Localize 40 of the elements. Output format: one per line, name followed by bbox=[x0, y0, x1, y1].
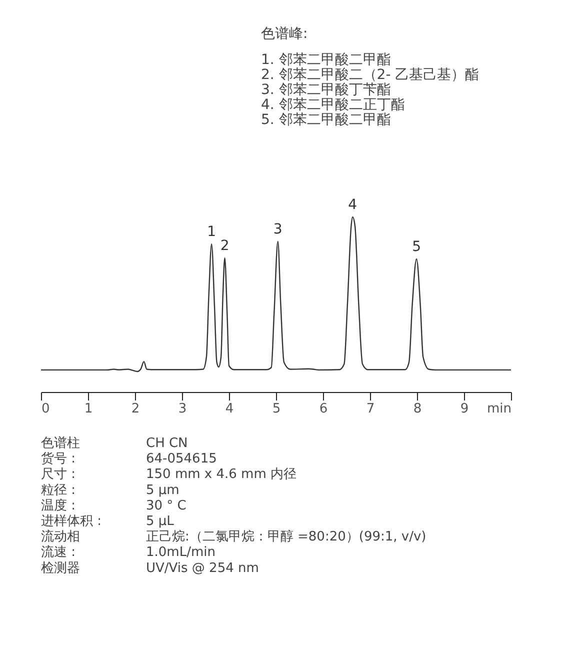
x-tick-label: 2 bbox=[131, 402, 140, 416]
text: 4. 邻苯二甲酸二正丁酯 bbox=[261, 97, 405, 113]
text: 检测器 bbox=[41, 560, 80, 576]
annotation: 5 bbox=[412, 239, 421, 255]
text: 色谱峰: bbox=[261, 26, 308, 42]
text: 64-054615 bbox=[146, 452, 217, 467]
text: CH CN bbox=[146, 436, 188, 451]
x-tick-label: 1 bbox=[84, 402, 93, 416]
text: 流速 : bbox=[41, 544, 76, 560]
text: 30 ° C bbox=[146, 498, 186, 514]
x-tick-label: 5 bbox=[272, 402, 281, 416]
text: 150 mm x 4.6 mm 内径 bbox=[146, 467, 296, 482]
text: 2. 邻苯二甲酸二（2- 乙基己基）酯 bbox=[261, 67, 480, 83]
text: 5 µL bbox=[146, 514, 175, 529]
x-tick-label: 9 bbox=[460, 402, 469, 416]
text: UV/Vis @ 254 nm bbox=[146, 560, 259, 576]
text: 流动相 bbox=[41, 528, 80, 545]
text: 正己烷:（二氯甲烷：甲醇 =80:20）(99:1, v/v) bbox=[146, 530, 426, 545]
x-tick-label: 7 bbox=[366, 402, 375, 416]
annotation: 4 bbox=[348, 197, 358, 213]
x-tick-label: 8 bbox=[413, 402, 422, 416]
text: 1.0mL/min bbox=[146, 545, 216, 560]
text: 5 µm bbox=[146, 482, 180, 498]
text: 色谱柱 bbox=[41, 436, 80, 451]
text: 尺寸 : bbox=[41, 467, 76, 482]
annotation: 3 bbox=[273, 222, 282, 238]
x-tick-label: 0 bbox=[42, 402, 50, 416]
text: 粒径 : bbox=[41, 482, 76, 498]
text: 温度 : bbox=[41, 497, 76, 514]
x-tick-label: 3 bbox=[178, 402, 187, 416]
text: 进样体积 : bbox=[41, 514, 102, 529]
annotation: 1 bbox=[207, 224, 216, 240]
text: 1. 邻苯二甲酸二甲酯 bbox=[261, 52, 391, 68]
x-tick-label: min bbox=[486, 402, 512, 416]
x-tick-label: 6 bbox=[319, 402, 328, 416]
annotation: 2 bbox=[220, 238, 230, 254]
text: 货号 : bbox=[41, 452, 76, 467]
x-tick-label: 4 bbox=[225, 402, 234, 416]
text: 3. 邻苯二甲酸丁苄酯 bbox=[261, 82, 391, 98]
text: 5. 邻苯二甲酸二甲酯 bbox=[261, 112, 391, 128]
